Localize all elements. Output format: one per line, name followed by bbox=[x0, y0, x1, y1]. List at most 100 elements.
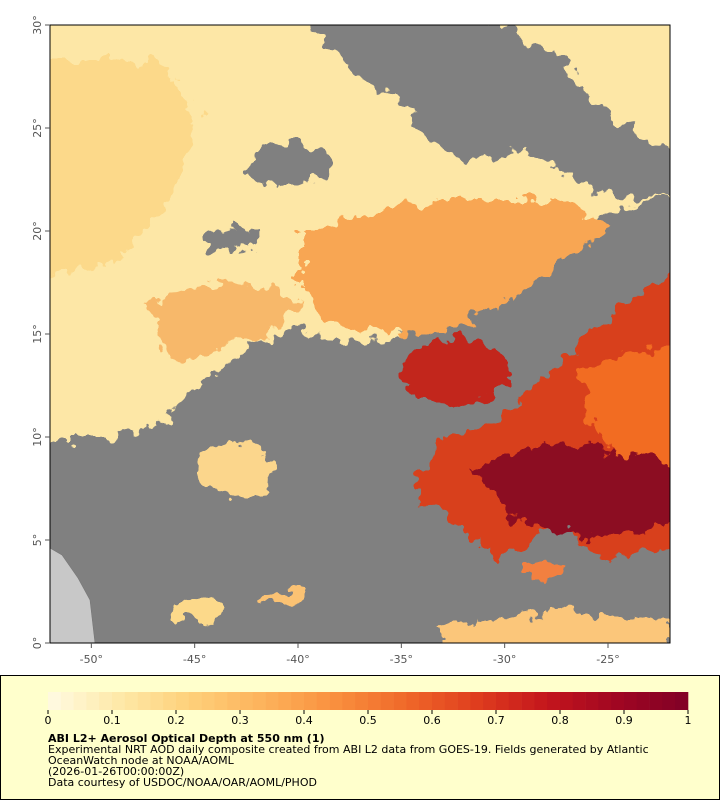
x-tick-label: -45° bbox=[183, 653, 206, 666]
land bbox=[50, 547, 96, 643]
y-tick-label: 20° bbox=[31, 221, 44, 241]
colorbar-step bbox=[624, 692, 638, 710]
colorbar-tick-label: 0.7 bbox=[487, 714, 505, 727]
colorbar-step bbox=[329, 692, 343, 710]
colorbar-step bbox=[86, 692, 100, 710]
colorbar-step bbox=[675, 692, 689, 710]
colorbar-step bbox=[508, 692, 522, 710]
mid-aod-region bbox=[300, 200, 610, 335]
low-aod-region bbox=[50, 60, 200, 278]
caption-lines: Experimental NRT AOD daily composite cre… bbox=[48, 743, 649, 789]
no-data-patch bbox=[205, 228, 255, 252]
y-tick-label: 15° bbox=[31, 324, 44, 344]
colorbar-step bbox=[521, 692, 535, 710]
colorbar-tick-label: 1 bbox=[685, 714, 692, 727]
colorbar-step bbox=[342, 692, 356, 710]
colorbar-step bbox=[368, 692, 382, 710]
mid-aod-patch bbox=[525, 558, 565, 578]
caption-title: ABI L2+ Aerosol Optical Depth at 550 nm … bbox=[48, 732, 325, 745]
colorbar-tick-label: 0.4 bbox=[295, 714, 313, 727]
colorbar-step bbox=[48, 692, 62, 710]
colorbar-step bbox=[150, 692, 164, 710]
colorbar-step bbox=[393, 692, 407, 710]
colorbar-step bbox=[406, 692, 420, 710]
colorbar-step bbox=[99, 692, 113, 710]
axes: -50° -45° -40° -35° -30° -25° 0° 5° 10° 15° 20° 25°… bbox=[31, 15, 620, 666]
colorbar-tick-label: 0 bbox=[45, 714, 52, 727]
map-area bbox=[50, 25, 670, 643]
colorbar-tick-label: 0.2 bbox=[167, 714, 185, 727]
low-aod-patch bbox=[197, 442, 273, 498]
colorbar-step bbox=[316, 692, 330, 710]
colorbar-step bbox=[214, 692, 228, 710]
colorbar-step bbox=[662, 692, 676, 710]
colorbar-step bbox=[611, 692, 625, 710]
colorbar-step bbox=[291, 692, 305, 710]
y-tick-label: 25° bbox=[31, 118, 44, 138]
colorbar-tick-label: 0.9 bbox=[615, 714, 633, 727]
x-tick-label: -50° bbox=[80, 653, 103, 666]
low-aod-patch bbox=[265, 588, 305, 608]
mid-aod-region bbox=[150, 280, 300, 360]
caption-line: OceanWatch node at NOAA/AOML bbox=[48, 754, 235, 767]
colorbar-step bbox=[380, 692, 394, 710]
colorbar-step bbox=[176, 692, 190, 710]
caption-line: Experimental NRT AOD daily composite cre… bbox=[48, 743, 649, 756]
colorbar-step bbox=[60, 692, 74, 710]
colorbar-step bbox=[201, 692, 215, 710]
y-tick-label: 5° bbox=[31, 534, 44, 547]
colorbar-step bbox=[419, 692, 433, 710]
low-aod-patch bbox=[175, 598, 225, 622]
caption-line: (2026-01-26T00:00:00Z) bbox=[48, 765, 184, 778]
x-tick-label: -30° bbox=[493, 653, 516, 666]
colorbar-step bbox=[163, 692, 177, 710]
colorbar-step bbox=[547, 692, 561, 710]
colorbar-step bbox=[252, 692, 266, 710]
colorbar-step bbox=[265, 692, 279, 710]
colorbar-step bbox=[598, 692, 612, 710]
x-tick-label: -25° bbox=[596, 653, 619, 666]
colorbar-step bbox=[572, 692, 586, 710]
high-aod-region bbox=[403, 336, 507, 408]
low-aod-patch bbox=[440, 612, 670, 643]
colorbar-tick-label: 0.8 bbox=[551, 714, 569, 727]
colorbar-step bbox=[649, 692, 663, 710]
colorbar-step bbox=[496, 692, 510, 710]
no-data-patch bbox=[250, 143, 330, 187]
y-tick-label: 0° bbox=[31, 637, 44, 650]
colorbar-tick-label: 0.6 bbox=[423, 714, 441, 727]
colorbar-step bbox=[444, 692, 458, 710]
colorbar-step bbox=[278, 692, 292, 710]
colorbar-tick-label: 0.1 bbox=[103, 714, 121, 727]
colorbar-step bbox=[432, 692, 446, 710]
no-data-patch bbox=[309, 25, 670, 200]
colorbar: 0 0.1 0.2 0.3 0.4 0.5 0.6 0.7 0.8 0.9 1 bbox=[45, 692, 692, 727]
colorbar-step bbox=[585, 692, 599, 710]
colorbar-step bbox=[73, 692, 87, 710]
colorbar-step bbox=[470, 692, 484, 710]
colorbar-tick-label: 0.5 bbox=[359, 714, 377, 727]
colorbar-step bbox=[534, 692, 548, 710]
colorbar-step bbox=[457, 692, 471, 710]
colorbar-tick-label: 0.3 bbox=[231, 714, 249, 727]
colorbar-step bbox=[124, 692, 138, 710]
colorbar-step bbox=[137, 692, 151, 710]
colorbar-step bbox=[304, 692, 318, 710]
colorbar-step bbox=[355, 692, 369, 710]
high-aod-region bbox=[580, 343, 670, 469]
caption-line: Data courtesy of USDOC/NOAA/OAR/AOML/PHO… bbox=[48, 776, 317, 789]
y-tick-label: 30° bbox=[31, 15, 44, 35]
aod-field bbox=[50, 25, 670, 643]
colorbar-step bbox=[483, 692, 497, 710]
very-high-aod-region bbox=[470, 440, 670, 540]
colorbar-step bbox=[188, 692, 202, 710]
colorbar-step bbox=[636, 692, 650, 710]
colorbar-step bbox=[112, 692, 126, 710]
colorbar-step bbox=[240, 692, 254, 710]
colorbar-step bbox=[560, 692, 574, 710]
x-tick-label: -35° bbox=[390, 653, 413, 666]
y-tick-label: 10° bbox=[31, 427, 44, 447]
colorbar-step bbox=[227, 692, 241, 710]
